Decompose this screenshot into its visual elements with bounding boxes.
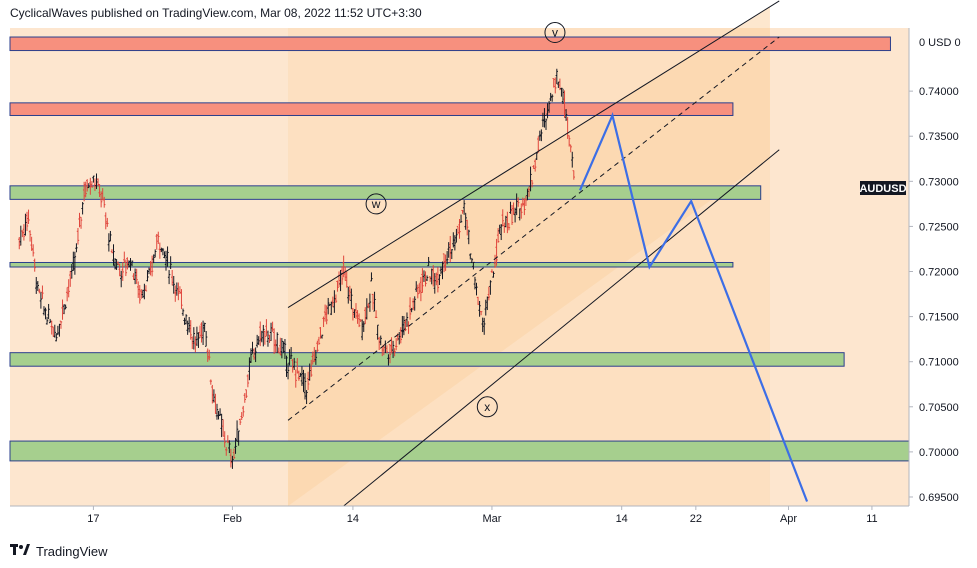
wave-label-v: v [552,26,558,40]
plot-area: v w x [9,0,910,507]
channel-fill-band [288,6,770,506]
price-axis-currency-label: 0 USD 0 [919,37,961,49]
projection-path [578,112,809,502]
price-tick-label: 0.73000 [919,176,959,188]
support-zone-5 [9,440,910,462]
support-zone-4 [9,352,845,367]
resistance-zone-1 [9,102,734,116]
publisher-header: CyclicalWaves published on TradingView.c… [10,6,422,20]
time-tick-label: Mar [482,513,501,525]
time-tick-label: 14 [616,513,628,525]
axis-frame [10,28,910,507]
price-chart[interactable]: vwx 0.695000.700000.705000.710000.715000… [0,0,977,540]
time-tick-label: 22 [690,513,702,525]
price-tick-label: 0.73500 [919,131,959,143]
price-tick-label: 0.69500 [919,492,959,504]
price-axis[interactable]: 0.69500 0.70000 0.70500 0.71000 0.71500 0.720… [909,86,959,504]
price-tick-label: 0.71500 [919,312,959,324]
wave-label-circle-v [544,22,566,44]
candles-layer [18,68,576,469]
support-zone-2 [9,185,762,200]
price-tick-label: 0.72500 [919,221,959,233]
time-tick-label: Feb [223,513,242,525]
wave-label-circle-w [365,193,387,215]
symbol-badge: AUDUSD [859,181,907,195]
channel-fill-layer [288,6,770,506]
wave-label-circle-x [476,396,498,418]
time-tick-label: Apr [780,513,797,525]
time-axis[interactable]: 17 Feb 14 Mar 14 22 Apr 11 [87,506,878,525]
zones-layer [9,36,910,462]
wave-labels-layer: v w x [365,22,566,418]
projection-layer [578,112,809,502]
channel-layer [287,0,780,507]
footer-brand-text: TradingView [36,543,108,559]
symbol-badge-bg [860,181,906,195]
resistance-zone-0 [9,36,891,52]
wave-label-x: x [484,400,490,414]
support-zone-3 [9,261,734,268]
tradingview-logo-icon [10,543,30,559]
channel-mid-dashed-line [287,36,780,421]
wave-label-w: w [371,197,381,211]
price-tick-label: 0.72000 [919,267,959,279]
time-tick-label: 14 [347,513,359,525]
channel-upper-line [287,0,780,309]
price-tick-label: 0.74000 [919,86,959,98]
price-tick-label: 0.71000 [919,357,959,369]
time-tick-label: 11 [866,513,877,525]
price-tick-label: 0.70500 [919,402,959,414]
time-tick-label: 17 [87,513,99,525]
footer-brand[interactable]: TradingView [10,543,108,559]
price-tick-label: 0.70000 [919,447,959,459]
symbol-badge-label: AUDUSD [859,183,906,195]
channel-lower-line [343,149,780,507]
